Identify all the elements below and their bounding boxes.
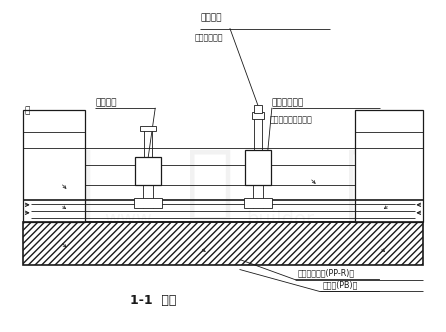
Text: 内贸婺又: 内贸婺又 xyxy=(95,98,117,107)
Bar xyxy=(23,222,423,265)
Text: 带内管封三通: 带内管封三通 xyxy=(272,98,304,107)
Bar xyxy=(355,110,423,222)
Bar xyxy=(135,157,161,185)
Bar xyxy=(244,198,272,208)
Text: 管件管夸: 管件管夸 xyxy=(200,14,222,23)
Bar xyxy=(245,150,271,185)
Bar xyxy=(134,198,162,208)
Bar xyxy=(254,105,262,113)
Text: （带回水管封止口）: （带回水管封止口） xyxy=(270,115,313,124)
Text: .com: .com xyxy=(366,210,413,229)
Text: 网: 网 xyxy=(345,146,394,224)
Bar xyxy=(252,112,264,119)
Text: （铜制管级）: （铜制管级） xyxy=(195,34,223,42)
Text: 射层管(PB)管: 射层管(PB)管 xyxy=(323,281,358,290)
Text: 墙: 墙 xyxy=(25,106,30,115)
Text: buildor: buildor xyxy=(246,210,314,229)
Text: www.: www. xyxy=(104,210,157,229)
Bar xyxy=(140,126,156,131)
Text: 龙: 龙 xyxy=(186,146,234,224)
Text: 无缝高密度管(PP-R)管: 无缝高密度管(PP-R)管 xyxy=(298,269,355,278)
Text: 筑: 筑 xyxy=(46,146,95,224)
Text: 1-1  节点: 1-1 节点 xyxy=(130,294,177,307)
Bar xyxy=(23,110,86,222)
